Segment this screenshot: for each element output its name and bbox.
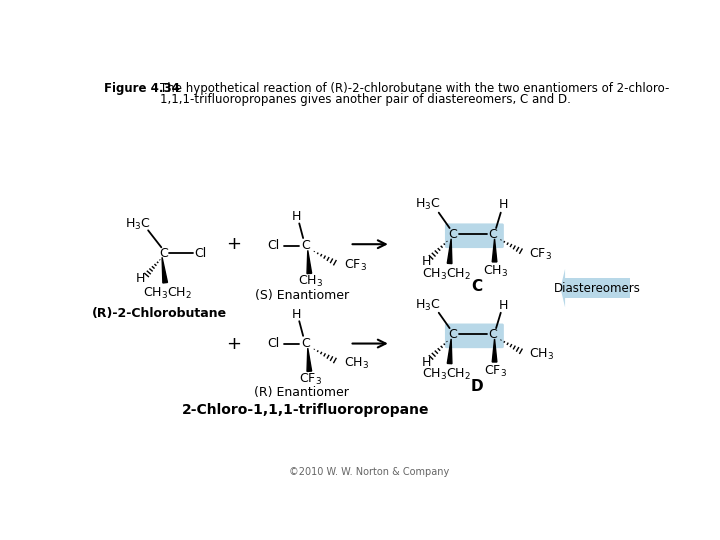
Text: H$_3$C: H$_3$C xyxy=(415,198,441,213)
Text: CH$_3$CH$_2$: CH$_3$CH$_2$ xyxy=(422,367,471,382)
Text: H: H xyxy=(292,308,301,321)
Text: (S) Enantiomer: (S) Enantiomer xyxy=(254,288,348,301)
Text: CH$_3$CH$_2$: CH$_3$CH$_2$ xyxy=(422,267,471,282)
Text: H: H xyxy=(135,272,145,285)
Text: The hypothetical reaction of (R)-2-chlorobutane with the two enantiomers of 2-ch: The hypothetical reaction of (R)-2-chlor… xyxy=(160,82,669,94)
Text: CH$_3$: CH$_3$ xyxy=(528,347,554,362)
Text: H: H xyxy=(422,355,431,368)
Text: C: C xyxy=(489,328,498,341)
Text: D: D xyxy=(470,379,483,394)
Text: C: C xyxy=(301,239,310,252)
Polygon shape xyxy=(492,339,497,362)
Text: Cl: Cl xyxy=(267,337,279,350)
Text: H: H xyxy=(499,198,508,212)
Text: H$_3$C: H$_3$C xyxy=(125,217,150,232)
Text: (R)-2-Chlorobutane: (R)-2-Chlorobutane xyxy=(92,307,228,320)
Text: H: H xyxy=(499,299,508,312)
FancyBboxPatch shape xyxy=(445,224,504,248)
Text: C: C xyxy=(449,228,457,241)
Text: ©2010 W. W. Norton & Company: ©2010 W. W. Norton & Company xyxy=(289,467,449,477)
Text: CF$_3$: CF$_3$ xyxy=(528,247,552,262)
FancyBboxPatch shape xyxy=(565,278,630,298)
Text: Cl: Cl xyxy=(194,247,207,260)
Text: (R) Enantiomer: (R) Enantiomer xyxy=(254,386,349,399)
Text: C: C xyxy=(449,328,457,341)
Text: 1,1,1-trifluoropropanes gives another pair of diastereomers, C and D.: 1,1,1-trifluoropropanes gives another pa… xyxy=(160,92,571,105)
Polygon shape xyxy=(447,239,452,264)
Text: CF$_3$: CF$_3$ xyxy=(344,258,367,273)
Text: H: H xyxy=(292,210,301,223)
Text: C: C xyxy=(471,279,482,294)
Text: CF$_3$: CF$_3$ xyxy=(484,364,507,379)
Polygon shape xyxy=(447,339,452,364)
Text: CF$_3$: CF$_3$ xyxy=(299,372,322,387)
Text: Diastereomers: Diastereomers xyxy=(554,281,641,295)
Text: CH$_3$: CH$_3$ xyxy=(483,264,508,279)
Text: C: C xyxy=(159,247,168,260)
Polygon shape xyxy=(162,257,168,283)
Text: C: C xyxy=(301,337,310,350)
FancyBboxPatch shape xyxy=(445,323,504,348)
Text: Figure 4.34: Figure 4.34 xyxy=(104,82,180,94)
Polygon shape xyxy=(492,239,497,262)
Polygon shape xyxy=(307,348,312,372)
Text: CH$_3$: CH$_3$ xyxy=(344,356,369,371)
Text: H$_3$C: H$_3$C xyxy=(415,298,441,313)
Text: H: H xyxy=(422,255,431,268)
Polygon shape xyxy=(560,269,565,307)
Text: 2-Chloro-1,1,1-trifluoropropane: 2-Chloro-1,1,1-trifluoropropane xyxy=(181,403,429,417)
Text: +: + xyxy=(226,235,241,253)
Polygon shape xyxy=(307,251,312,274)
Text: CH$_3$: CH$_3$ xyxy=(297,274,323,289)
Text: CH$_3$CH$_2$: CH$_3$CH$_2$ xyxy=(143,286,192,301)
Text: +: + xyxy=(226,335,241,353)
Text: C: C xyxy=(489,228,498,241)
Text: Cl: Cl xyxy=(267,239,279,252)
